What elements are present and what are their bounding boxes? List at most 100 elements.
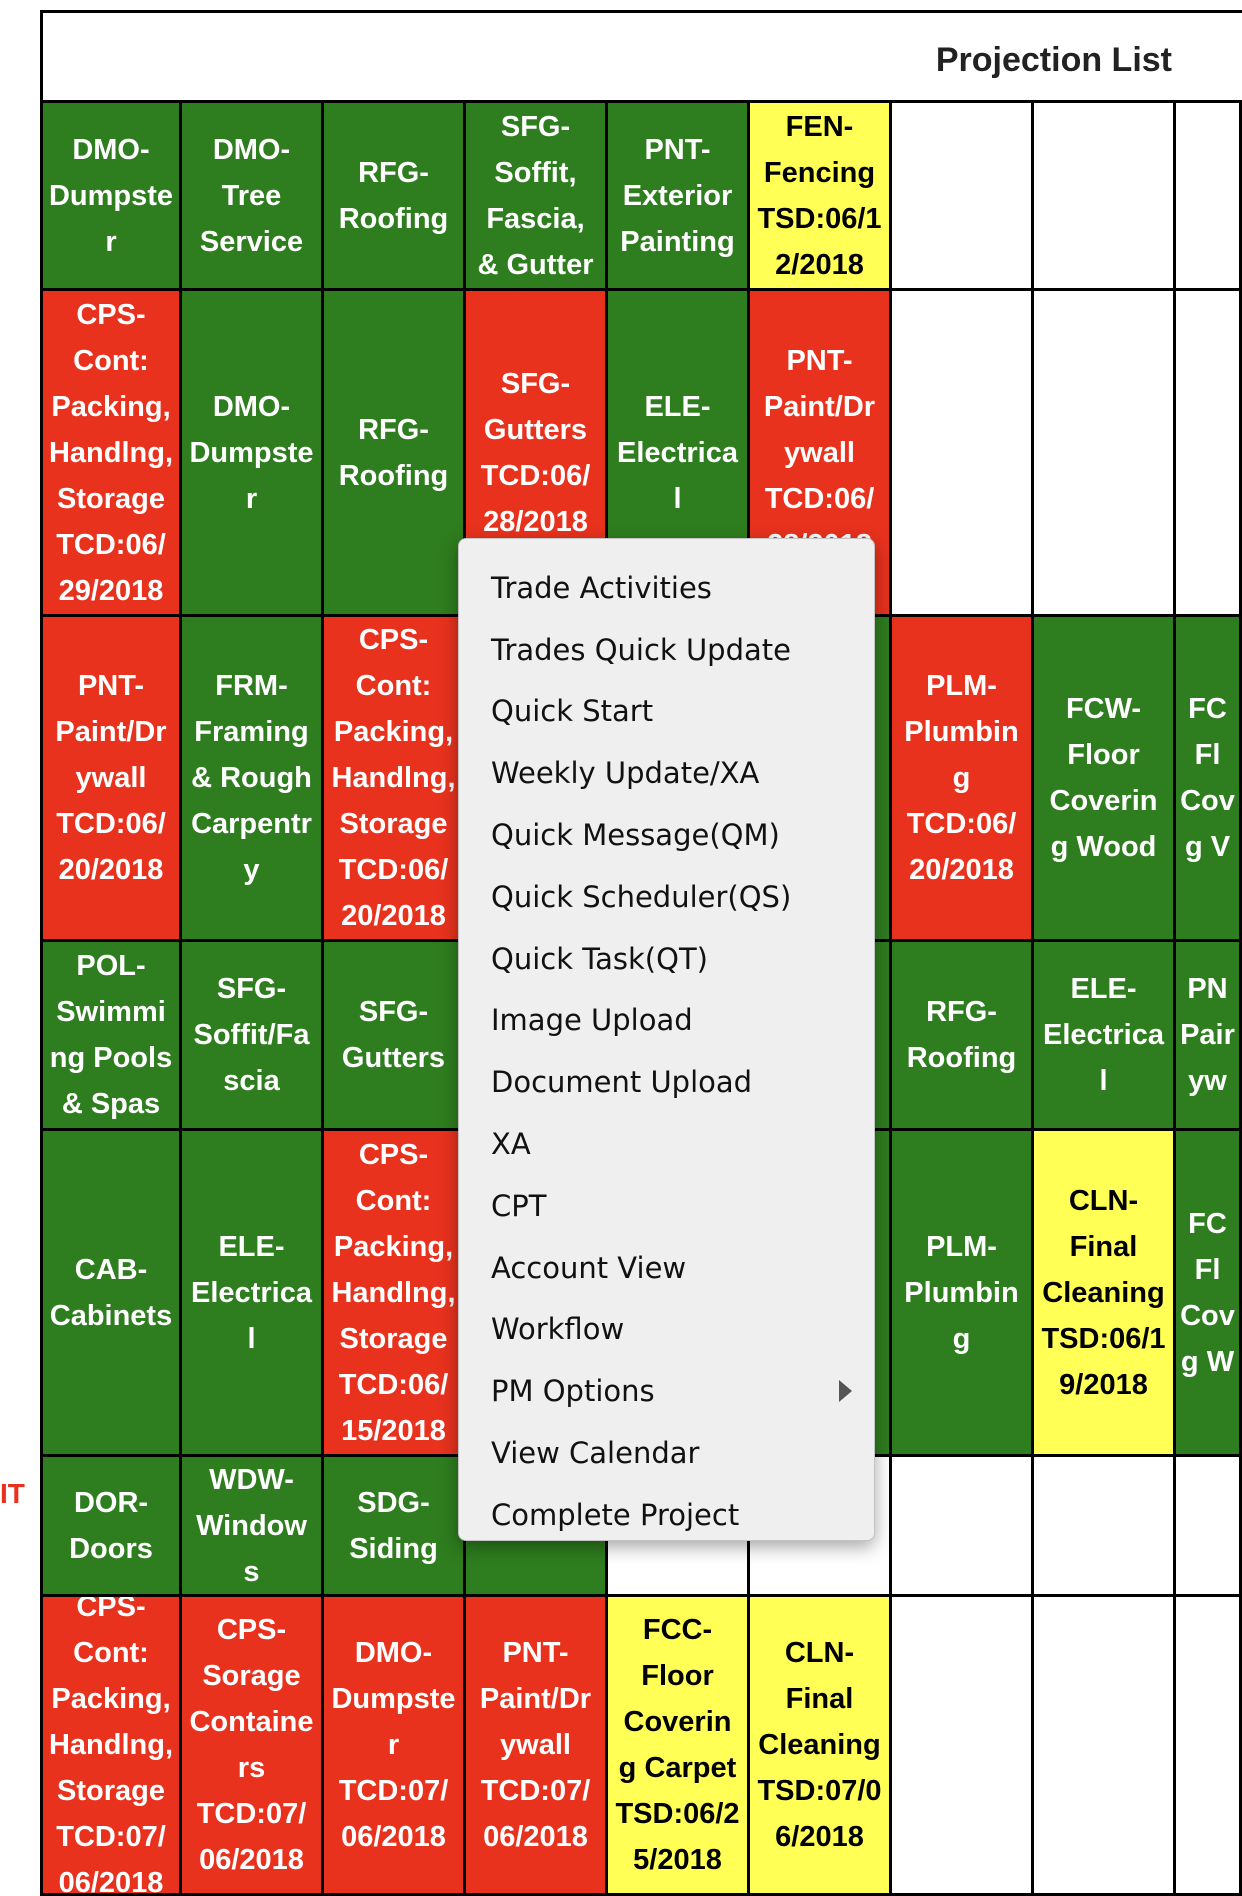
trade-cell-label: SFG- Gutters TCD:06/ 28/2018 — [480, 367, 591, 538]
trade-cell-label: PLM- Plumbin g TCD:06/ 20/2018 — [904, 670, 1019, 886]
menu-item-image-upload[interactable]: Image Upload — [459, 990, 874, 1052]
menu-item-quick-start[interactable]: Quick Start — [459, 681, 874, 743]
trade-cell[interactable]: FRM- Framing & Rough Carpentr y — [182, 617, 324, 942]
trade-cell-label: CLN- Final Cleaning TSD:07/0 6/2018 — [757, 1637, 882, 1853]
trade-cell[interactable]: PN Pair yw — [1176, 942, 1242, 1131]
trade-cell-label: ELE- Electrica l — [191, 1230, 312, 1355]
trade-cell[interactable]: FC Fl Cov g W — [1176, 1131, 1242, 1457]
trade-cell-label: CPS- Cont: Packing, Handlng, Storage TCD… — [331, 1138, 456, 1447]
trade-cell-label: RFG- Roofing — [906, 996, 1017, 1074]
trade-cell-label: FC Fl Cov g V — [1180, 693, 1235, 863]
trade-cell-label: POL- Swimmi ng Pools & Spas — [49, 950, 173, 1120]
trade-cell-label: RFG- Roofing — [338, 413, 449, 492]
trade-cell[interactable]: CPS- Cont: Packing, Handlng, Storage TCD… — [324, 617, 466, 942]
trade-cell — [892, 1457, 1034, 1597]
menu-item-document-upload[interactable]: Document Upload — [459, 1051, 874, 1113]
menu-item-cpt[interactable]: CPT — [459, 1175, 874, 1237]
trade-cell-label: FEN- Fencing TSD:06/1 2/2018 — [757, 110, 882, 281]
trade-cell[interactable]: RFG- Roofing — [324, 291, 466, 617]
trade-cell[interactable]: DMO- Dumpste r TCD:07/ 06/2018 — [324, 1597, 466, 1896]
trade-cell-label: PN Pair yw — [1180, 973, 1235, 1097]
trade-cell-label: FCW- Floor Coverin g Wood — [1049, 693, 1158, 863]
trade-cell-label: DMO- Dumpste r — [48, 133, 174, 258]
menu-item-account-view[interactable]: Account View — [459, 1237, 874, 1299]
trade-cell[interactable]: CAB- Cabinets — [40, 1131, 182, 1457]
trade-cell[interactable]: CPS- Cont: Packing, Handlng, Storage TCD… — [40, 291, 182, 617]
menu-item-xa[interactable]: XA — [459, 1113, 874, 1175]
page-title: Projection List — [935, 41, 1172, 79]
trade-cell-label: CLN- Final Cleaning TSD:06/1 9/2018 — [1041, 1184, 1166, 1401]
left-edge-label: IT — [0, 1478, 25, 1509]
menu-item-label: Complete Project — [491, 1497, 740, 1532]
menu-item-trades-quick-update[interactable]: Trades Quick Update — [459, 619, 874, 681]
trade-cell[interactable]: FEN- Fencing TSD:06/1 2/2018 — [750, 103, 892, 291]
trade-cell — [892, 1597, 1034, 1896]
trade-cell[interactable]: CPS- Cont: Packing, Handlng, Storage TCD… — [40, 1597, 182, 1896]
trade-cell-label: PNT- Paint/Dr ywall TCD:07/ 06/2018 — [479, 1637, 592, 1853]
menu-item-trade-activities[interactable]: Trade Activities — [459, 557, 874, 619]
trade-cell — [1034, 291, 1176, 617]
trade-cell — [1176, 1597, 1242, 1896]
trade-cell[interactable]: SFG- Soffit/Fa scia — [182, 942, 324, 1131]
menu-item-view-calendar[interactable]: View Calendar — [459, 1422, 874, 1484]
trade-cell[interactable]: SFG- Soffit, Fascia, & Gutter — [466, 103, 608, 291]
trade-cell[interactable]: CLN- Final Cleaning TSD:07/0 6/2018 — [750, 1597, 892, 1896]
menu-item-label: Weekly Update/XA — [491, 756, 760, 791]
menu-item-label: Trades Quick Update — [491, 632, 791, 667]
menu-item-quick-message-qm[interactable]: Quick Message(QM) — [459, 804, 874, 866]
trade-cell[interactable]: POL- Swimmi ng Pools & Spas — [40, 942, 182, 1131]
trade-cell[interactable]: SDG- Siding — [324, 1457, 466, 1597]
trade-cell — [1176, 103, 1242, 291]
trade-cell[interactable]: ELE- Electrica l — [182, 1131, 324, 1457]
trade-cell — [892, 103, 1034, 291]
menu-item-label: PM Options — [491, 1374, 655, 1409]
trade-cell-label: ELE- Electrica l — [617, 390, 738, 515]
trade-cell[interactable]: PLM- Plumbin g TCD:06/ 20/2018 — [892, 617, 1034, 942]
trade-cell[interactable]: FC Fl Cov g V — [1176, 617, 1242, 942]
trade-cell[interactable]: FCC- Floor Coverin g Carpet TSD:06/2 5/2… — [608, 1597, 750, 1896]
trade-cell[interactable]: FCW- Floor Coverin g Wood — [1034, 617, 1176, 942]
trade-cell[interactable]: PLM- Plumbin g — [892, 1131, 1034, 1457]
trade-cell[interactable]: DMO- Tree Service — [182, 103, 324, 291]
trade-cell[interactable]: RFG- Roofing — [892, 942, 1034, 1131]
trade-cell-label: PNT- Paint/Dr ywall TCD:06/ 28/2018 — [763, 344, 876, 561]
menu-item-label: Quick Start — [491, 694, 654, 729]
trade-cell[interactable]: DMO- Dumpste r — [40, 103, 182, 291]
trade-cell[interactable]: CPS- Cont: Packing, Handlng, Storage TCD… — [324, 1131, 466, 1457]
trade-cell-label: WDW- Window s — [196, 1463, 307, 1588]
trade-cell[interactable]: PNT- Paint/Dr ywall TCD:06/ 20/2018 — [40, 617, 182, 942]
trade-cell[interactable]: CPS- Sorage Containe rs TCD:07/ 06/2018 — [182, 1597, 324, 1896]
trade-cell-label: CPS- Cont: Packing, Handlng, Storage TCD… — [331, 624, 456, 932]
trade-cell[interactable]: RFG- Roofing — [324, 103, 466, 291]
trade-cell[interactable]: WDW- Window s — [182, 1457, 324, 1597]
trade-cell-label: FC Fl Cov g W — [1180, 1207, 1235, 1378]
menu-item-workflow[interactable]: Workflow — [459, 1299, 874, 1361]
menu-item-label: Workflow — [491, 1312, 625, 1347]
trade-cell-label: FCC- Floor Coverin g Carpet TSD:06/2 5/2… — [615, 1614, 740, 1876]
trade-cell-label: FRM- Framing & Rough Carpentr y — [191, 670, 312, 886]
trade-cell-label: SFG- Soffit, Fascia, & Gutter — [477, 110, 594, 281]
trade-cell — [1176, 1457, 1242, 1597]
menu-item-complete-project[interactable]: Complete Project — [459, 1484, 874, 1546]
trade-cell-label: SDG- Siding — [349, 1486, 438, 1565]
trade-cell-label: CPS- Cont: Packing, Handlng, Storage TCD… — [48, 1597, 174, 1896]
menu-item-quick-scheduler-qs[interactable]: Quick Scheduler(QS) — [459, 866, 874, 928]
menu-item-label: Image Upload — [491, 1003, 693, 1038]
menu-item-quick-task-qt[interactable]: Quick Task(QT) — [459, 928, 874, 990]
trade-cell[interactable]: DOR- Doors — [40, 1457, 182, 1597]
trade-cell[interactable]: SFG- Gutters — [324, 942, 466, 1131]
trade-cell-label: SFG- Soffit/Fa scia — [193, 973, 310, 1097]
trade-cell — [1034, 1457, 1176, 1597]
trade-cell-label: SFG- Gutters — [341, 996, 446, 1074]
menu-item-label: CPT — [491, 1188, 547, 1223]
trade-cell[interactable]: CLN- Final Cleaning TSD:06/1 9/2018 — [1034, 1131, 1176, 1457]
trade-cell[interactable]: DMO- Dumpste r — [182, 291, 324, 617]
menu-item-pm-options[interactable]: PM Options — [459, 1360, 874, 1422]
menu-item-label: Document Upload — [491, 1065, 753, 1100]
trade-cell[interactable]: ELE- Electrica l — [1034, 942, 1176, 1131]
trade-cell[interactable]: PNT- Exterior Painting — [608, 103, 750, 291]
menu-item-label: Quick Message(QM) — [491, 818, 780, 853]
trade-cell[interactable]: PNT- Paint/Dr ywall TCD:07/ 06/2018 — [466, 1597, 608, 1896]
trade-cell-label: CPS- Cont: Packing, Handlng, Storage TCD… — [48, 298, 174, 607]
menu-item-weekly-update-xa[interactable]: Weekly Update/XA — [459, 742, 874, 804]
